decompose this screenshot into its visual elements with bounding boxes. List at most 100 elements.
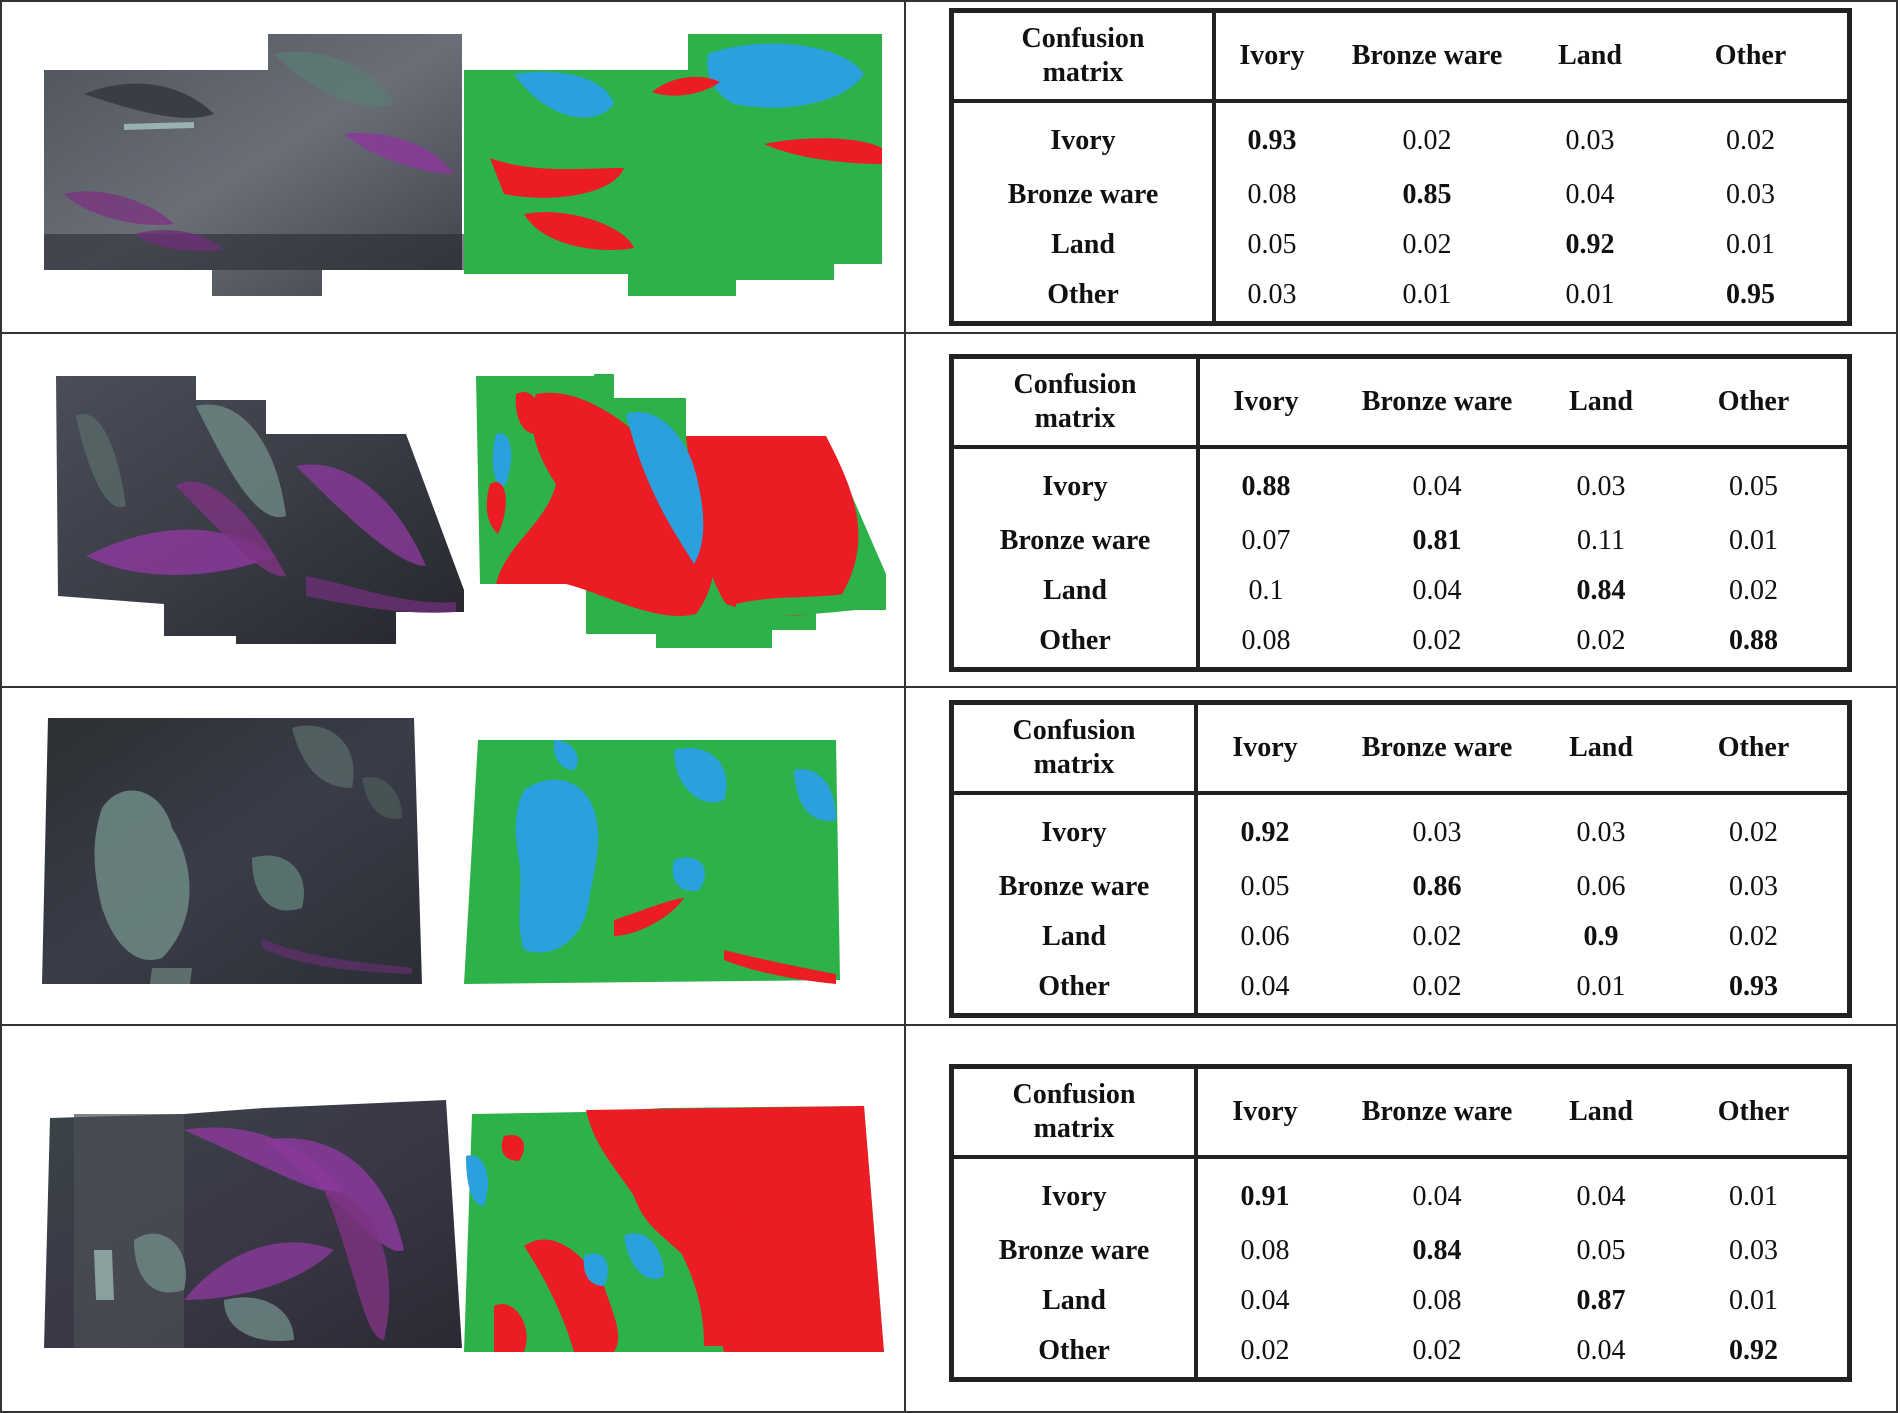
col-header-land: Land: [1542, 702, 1660, 795]
cell-value: 0.93: [1247, 125, 1297, 157]
column-divider: [904, 334, 906, 686]
cell-value: 0.02: [1240, 1335, 1290, 1367]
cell-value: 0.05: [1240, 870, 1290, 902]
cell-value: 0.06: [1576, 870, 1626, 902]
cell-value: 0.88: [1729, 625, 1778, 657]
col-header-ivory: Ivory: [1214, 10, 1328, 103]
col-header-ivory: Ivory: [1196, 702, 1332, 795]
matrix-row: Bronze ware 0.07 0.81 0.11 0.01: [951, 515, 1850, 566]
col-header-land: Land: [1526, 10, 1654, 103]
row-label: Land: [951, 911, 1198, 962]
row-label: Bronze ware: [951, 1225, 1198, 1276]
cell-value: 0.07: [1241, 524, 1291, 556]
cell-value: 0.95: [1726, 279, 1775, 311]
cell-value: 0.04: [1412, 574, 1462, 606]
cell-value: 0.01: [1729, 1181, 1778, 1213]
cell-value: 0.04: [1565, 178, 1615, 210]
cell-value: 0.84: [1576, 574, 1626, 606]
matrix-row: Bronze ware 0.05 0.86 0.06 0.03: [951, 861, 1850, 912]
cell-value: 0.02: [1412, 1335, 1462, 1367]
row-label: Bronze ware: [951, 861, 1198, 912]
excavation-photo-3: [42, 718, 422, 984]
matrix-row: Ivory 0.92 0.03 0.03 0.02: [951, 793, 1850, 862]
cell-value: 0.01: [1565, 279, 1615, 311]
cell-value: 0.9: [1583, 920, 1619, 952]
segmentation-map-1: [464, 34, 882, 296]
cell-value: 0.05: [1729, 471, 1778, 503]
photo-panel-1: [44, 34, 464, 300]
excavation-photo-4: [44, 1100, 462, 1348]
cell-value: 0.81: [1412, 524, 1462, 556]
photo-panel-2: [56, 376, 466, 648]
excavation-photo-1: [44, 34, 464, 296]
segmentation-panel-4: [464, 1106, 884, 1354]
segmentation-map-2: [476, 374, 886, 648]
cell-value: 0.01: [1729, 524, 1778, 556]
confusion-matrix-3: Confusion matrix Ivory Bronze ware Land O…: [949, 700, 1852, 1018]
confusion-matrix-2: Confusion matrix Ivory Bronze ware Land O…: [949, 354, 1852, 672]
col-header-ivory: Ivory: [1196, 1066, 1332, 1159]
row-label: Other: [951, 1325, 1198, 1380]
photo-panel-4: [44, 1100, 462, 1350]
matrix-row: Other 0.08 0.02 0.02 0.88: [951, 615, 1850, 670]
cell-value: 0.02: [1576, 625, 1626, 657]
cell-value: 0.08: [1240, 1234, 1290, 1266]
corner-header: Confusion matrix: [951, 1066, 1198, 1159]
segmentation-panel-2: [476, 374, 886, 650]
segmentation-map-4: [464, 1106, 884, 1352]
cell-value: 0.04: [1576, 1335, 1626, 1367]
cell-value: 0.02: [1729, 574, 1778, 606]
cell-value: 0.03: [1726, 178, 1775, 210]
photo-panel-3: [42, 718, 424, 988]
corner-header: Confusion matrix: [951, 702, 1198, 795]
col-header-other: Other: [1660, 356, 1850, 449]
cell-value: 0.02: [1412, 920, 1462, 952]
corner-header: Confusion matrix: [951, 10, 1216, 103]
cell-value: 0.02: [1726, 125, 1775, 157]
row-label: Land: [951, 565, 1200, 616]
row-label: Land: [951, 219, 1216, 270]
cell-value: 0.03: [1729, 1234, 1778, 1266]
col-header-other: Other: [1660, 702, 1850, 795]
cell-value: 0.01: [1729, 1284, 1778, 1316]
matrix-row: Ivory 0.88 0.04 0.03 0.05: [951, 447, 1850, 516]
cell-value: 0.03: [1576, 817, 1626, 849]
excavation-photo-2: [56, 376, 464, 644]
col-header-other: Other: [1654, 10, 1850, 103]
row-label: Other: [951, 615, 1200, 670]
cell-value: 0.04: [1240, 1284, 1290, 1316]
cell-value: 0.85: [1402, 178, 1452, 210]
col-header-bronze-ware: Bronze ware: [1328, 10, 1526, 103]
cell-value: 0.03: [1412, 817, 1462, 849]
matrix-row: Other 0.02 0.02 0.04 0.92: [951, 1325, 1850, 1380]
column-divider: [904, 688, 906, 1024]
cell-value: 0.02: [1729, 920, 1778, 952]
figure-row-1: Confusion matrix Ivory Bronze ware Land O…: [0, 0, 1898, 334]
cell-value: 0.04: [1240, 971, 1290, 1003]
matrix-row: Land 0.1 0.04 0.84 0.02: [951, 565, 1850, 616]
cell-value: 0.87: [1576, 1284, 1626, 1316]
cell-value: 0.01: [1726, 228, 1775, 260]
cell-value: 0.86: [1412, 870, 1462, 902]
matrix-row: Other 0.03 0.01 0.01 0.95: [951, 269, 1850, 324]
cell-value: 0.05: [1576, 1234, 1626, 1266]
cell-value: 0.92: [1240, 817, 1290, 849]
row-label: Other: [951, 269, 1216, 324]
cell-value: 0.02: [1412, 971, 1462, 1003]
col-header-ivory: Ivory: [1198, 356, 1332, 449]
matrix-row: Land 0.05 0.02 0.92 0.01: [951, 219, 1850, 270]
matrix-row: Other 0.04 0.02 0.01 0.93: [951, 961, 1850, 1016]
cell-value: 0.91: [1240, 1181, 1290, 1213]
cell-value: 0.03: [1729, 870, 1778, 902]
figure-row-2: Confusion matrix Ivory Bronze ware Land O…: [0, 332, 1898, 688]
cell-value: 0.03: [1565, 125, 1615, 157]
cell-value: 0.02: [1729, 817, 1778, 849]
cell-value: 0.03: [1576, 471, 1626, 503]
matrix-row: Land 0.04 0.08 0.87 0.01: [951, 1275, 1850, 1326]
cell-value: 0.05: [1247, 228, 1297, 260]
cell-value: 0.03: [1247, 279, 1297, 311]
cell-value: 0.93: [1729, 971, 1778, 1003]
row-label: Ivory: [951, 1157, 1198, 1226]
row-label: Ivory: [951, 447, 1200, 516]
